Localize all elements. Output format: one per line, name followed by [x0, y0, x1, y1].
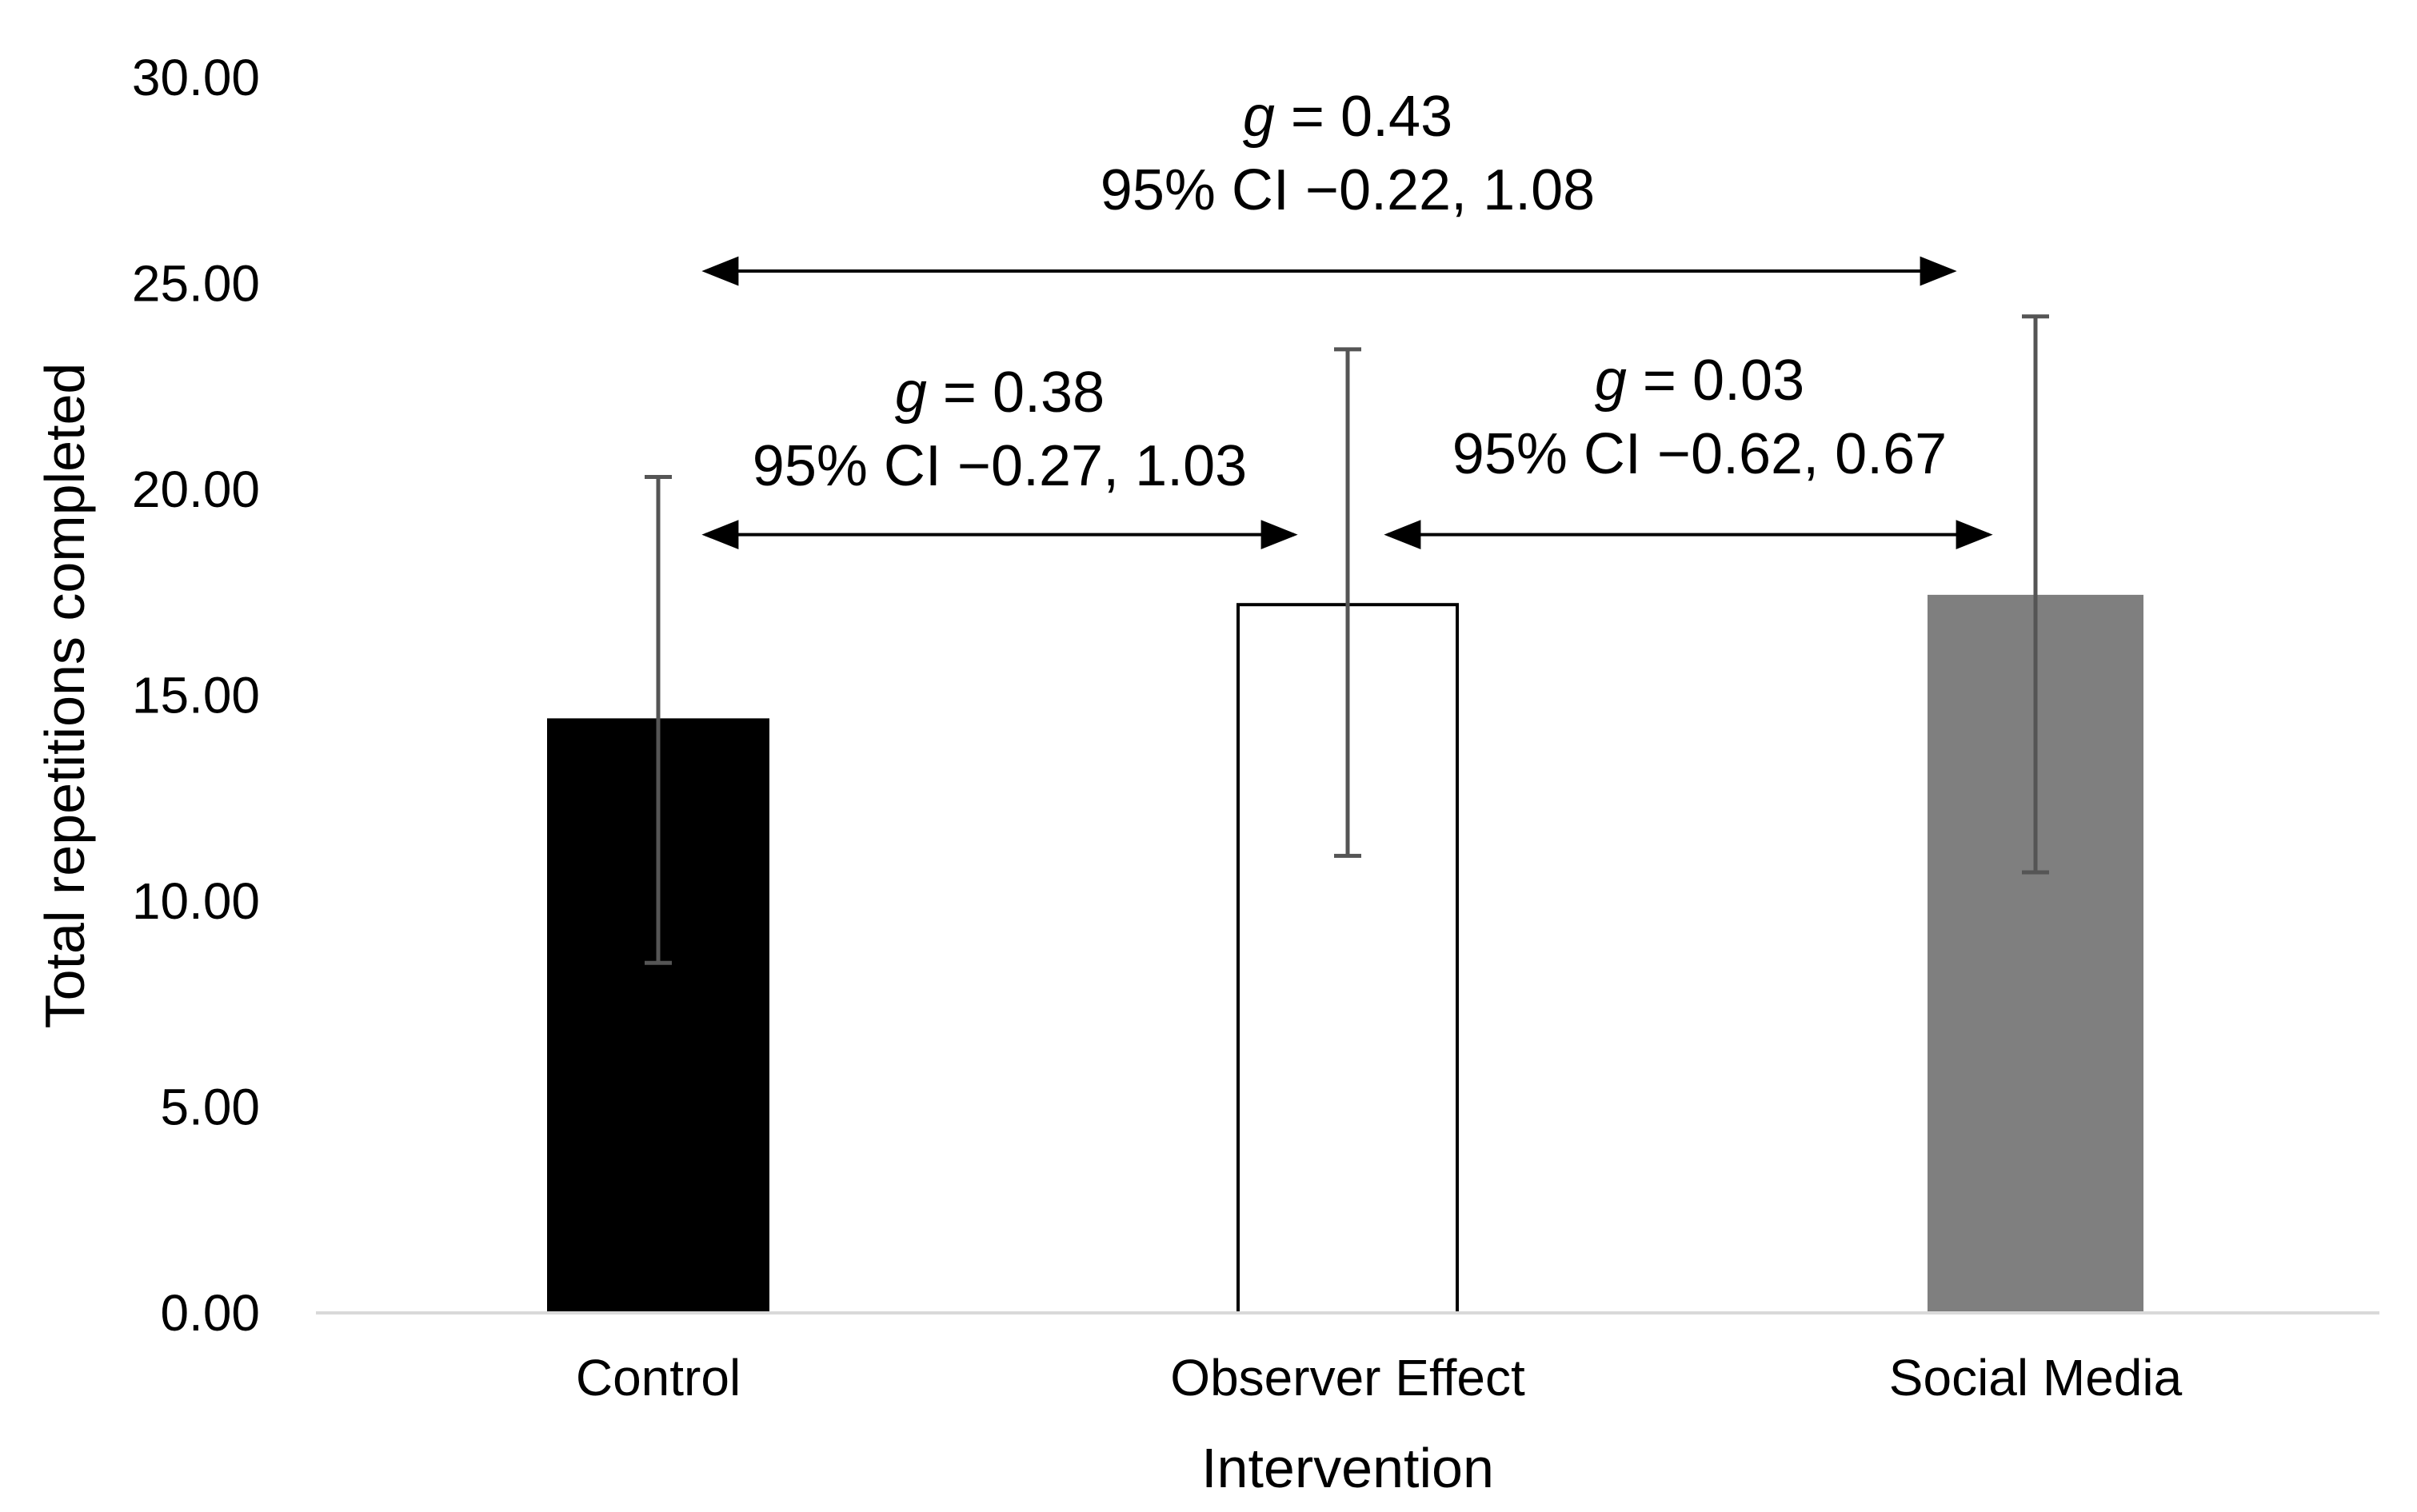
x-tick-label: Social Media [1889, 1349, 2183, 1406]
error-bar-observer-effect [1334, 347, 1361, 858]
annotation-control-vs-social-media: g = 0.43 95% CI −0.22, 1.08 [701, 85, 1957, 286]
y-tick-label: 30.00 [132, 49, 260, 106]
error-bar-social-media [2022, 314, 2049, 875]
confidence-interval-label: 95% CI −0.27, 1.03 [753, 434, 1247, 498]
confidence-interval-label: 95% CI −0.62, 0.67 [1452, 422, 1947, 486]
effect-size-label: g = 0.38 [895, 361, 1105, 425]
y-axis-title-group: Total repetitions completed [34, 363, 96, 1029]
error-bars [645, 314, 2049, 965]
annotation-control-vs-observer-effect: g = 0.38 95% CI −0.27, 1.03 [701, 361, 1298, 550]
y-tick-label: 25.00 [132, 255, 260, 313]
effect-size-value: = 0.38 [927, 361, 1105, 425]
bars [547, 594, 2143, 1315]
x-tick-label: Control [576, 1349, 741, 1406]
effect-size-label: g = 0.43 [1243, 85, 1452, 149]
y-axis-title: Total repetitions completed [34, 363, 96, 1029]
effect-size-annotations: g = 0.43 95% CI −0.22, 1.08 g = 0.38 95% CI… [701, 85, 1993, 550]
x-axis-title: Intervention [1201, 1437, 1494, 1499]
y-tick-label: 0.00 [160, 1284, 260, 1342]
error-bar-control [645, 475, 672, 965]
category-labels: Control Observer Effect Social Media [576, 1349, 2183, 1406]
x-tick-label: Observer Effect [1170, 1349, 1525, 1406]
hedges-g-symbol: g [895, 361, 927, 425]
y-tick-label: 15.00 [132, 667, 260, 724]
hedges-g-symbol: g [1595, 349, 1627, 413]
y-tick-label: 10.00 [132, 872, 260, 930]
annotation-observer-effect-vs-social-media: g = 0.03 95% CI −0.62, 0.67 [1384, 349, 1993, 550]
effect-size-value: = 0.03 [1627, 349, 1804, 413]
confidence-interval-label: 95% CI −0.22, 1.08 [1101, 158, 1595, 222]
effect-size-label: g = 0.03 [1595, 349, 1804, 413]
y-tick-label: 5.00 [160, 1079, 260, 1136]
y-tick-labels: 0.00 5.00 10.00 15.00 20.00 25.00 30.00 [132, 49, 260, 1342]
effect-size-value: = 0.43 [1275, 85, 1452, 149]
y-tick-label: 20.00 [132, 461, 260, 518]
hedges-g-symbol: g [1243, 85, 1275, 149]
